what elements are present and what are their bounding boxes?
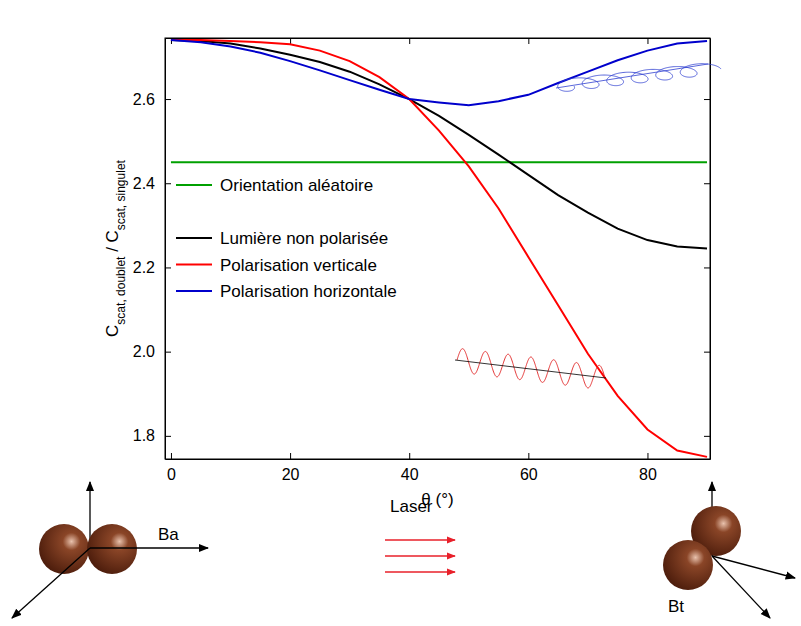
laser-arrow [385, 555, 455, 556]
diagram-label: Ba [158, 525, 179, 544]
tick [704, 183, 710, 184]
tick: 20 [282, 453, 300, 483]
polarisation-icons [455, 64, 721, 388]
tick-mark [165, 352, 171, 353]
tick-mark [165, 267, 171, 268]
diagram-label: Bt [668, 597, 684, 616]
tick: 60 [520, 453, 538, 483]
legend-label: Lumière non polarisée [220, 229, 388, 248]
diagram-label: Laser [390, 497, 433, 516]
tick: 2.0 [133, 343, 171, 360]
tick-label: 20 [282, 466, 300, 483]
tick: 1.8 [133, 427, 171, 444]
tick-mark [165, 99, 171, 100]
tick-mark [704, 267, 710, 268]
tick [704, 436, 710, 437]
series-line [171, 40, 707, 457]
horizontal-polarisation-icon [558, 64, 721, 92]
legend-label: Polarisation verticale [220, 256, 377, 275]
tick-mark [704, 99, 710, 100]
tick-mark [171, 453, 172, 459]
legend-swatch [176, 290, 212, 292]
axis-arrow [90, 547, 208, 548]
tick [528, 38, 529, 44]
tick-mark [290, 38, 291, 44]
tick-mark [165, 436, 171, 437]
y-axis-title-part: scat, doublet [114, 256, 128, 325]
tick-label: 1.8 [133, 427, 155, 444]
legend-swatch [176, 184, 212, 186]
legend-label: Polarisation horizontale [220, 282, 397, 301]
vertical-polarisation-icon [457, 349, 605, 388]
laser-arrow [385, 571, 455, 572]
y-axis-title-part: / C [103, 230, 122, 256]
particle [39, 524, 89, 574]
y-axis-title-part: scat, singulet [114, 159, 128, 230]
legend-swatch [176, 237, 212, 239]
axis-arrow [12, 548, 90, 618]
axis-line [710, 39, 711, 460]
y-axis: 1.8 2.0 2.2 2.4 2.6 [133, 39, 171, 460]
tick: 2.2 [133, 259, 171, 276]
tick-label: 80 [639, 466, 657, 483]
tick-label: 60 [520, 466, 538, 483]
tick-label: 2.6 [133, 91, 155, 108]
tick-mark [704, 352, 710, 353]
legend-label: Orientation aléatoire [220, 176, 373, 195]
tick [704, 267, 710, 268]
tick-label: 0 [167, 466, 176, 483]
tick [409, 38, 410, 44]
tick-mark [528, 453, 529, 459]
lines [171, 40, 707, 457]
axis-arrow [712, 556, 770, 618]
axis-line [166, 459, 711, 460]
tick [290, 38, 291, 44]
tick-label: 2.4 [133, 175, 155, 192]
tick-mark [528, 38, 529, 44]
series-line [171, 40, 707, 248]
y-axis-title: Cscat, doublet / Cscat, singulet [103, 159, 128, 336]
tick-mark [165, 183, 171, 184]
tick-label: 40 [401, 466, 419, 483]
legend-swatch [176, 264, 212, 266]
axis-line [166, 38, 711, 39]
y-axis-title-part: C [103, 325, 122, 337]
x-axis: 0 20 40 60 80 [166, 453, 711, 483]
tick-mark [409, 453, 410, 459]
laser-arrow [385, 539, 455, 540]
particle [663, 540, 713, 590]
icon-axis [455, 360, 606, 378]
tick-mark [704, 436, 710, 437]
tick: 80 [639, 453, 657, 483]
tick-mark [409, 38, 410, 44]
tick [704, 352, 710, 353]
tick: 40 [401, 453, 419, 483]
series-line [171, 40, 707, 105]
legend: Orientation aléatoire Lumière non polaris… [176, 176, 397, 301]
axis-arrow [712, 556, 795, 578]
plot-frame [165, 38, 710, 459]
particle [87, 524, 137, 574]
tick: 0 [167, 453, 176, 483]
tick-mark [704, 183, 710, 184]
icon-axis [556, 64, 708, 88]
tick [704, 99, 710, 100]
tick-mark [647, 453, 648, 459]
tick: 2.4 [133, 175, 171, 192]
tick: 2.6 [133, 91, 171, 108]
chart: 0204060801.82.02.22.42.6θ (°)Cscat, doub… [0, 0, 801, 626]
tick-mark [647, 38, 648, 44]
diagram: Ba Laser Bt [12, 482, 795, 618]
tick-label: 2.2 [133, 259, 155, 276]
tick-mark [290, 453, 291, 459]
tick-label: 2.0 [133, 343, 155, 360]
axis-line [165, 39, 166, 460]
series-line [171, 161, 707, 163]
tick [647, 38, 648, 44]
